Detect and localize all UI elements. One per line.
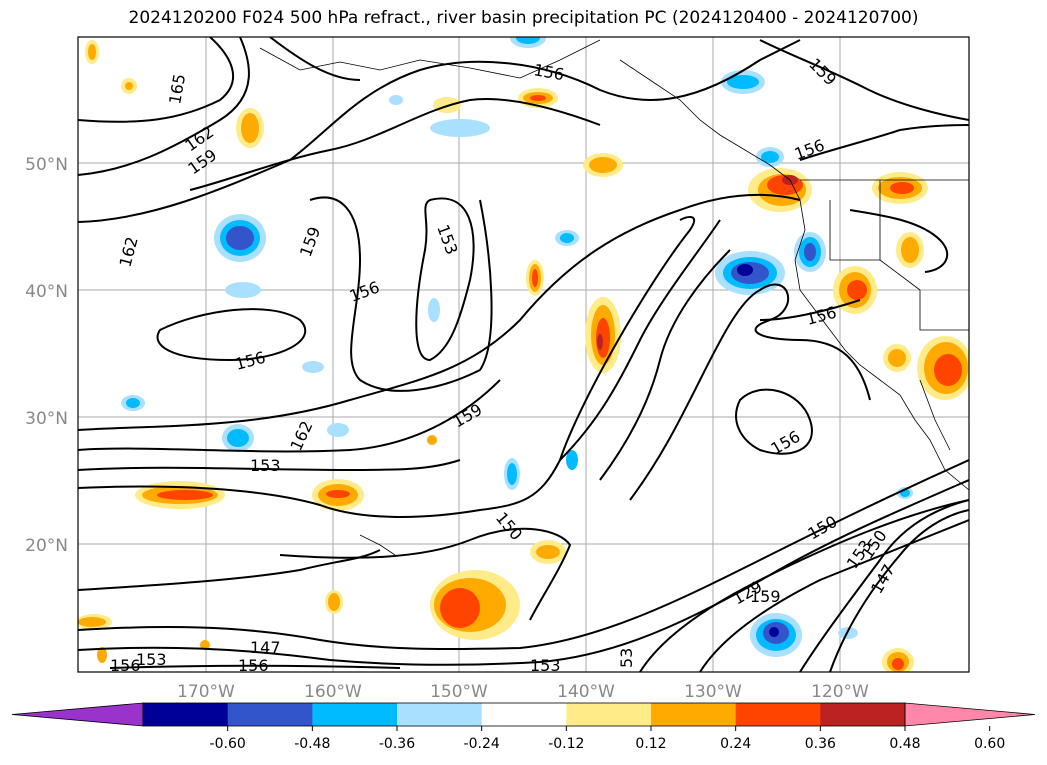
colorbar-segment (820, 703, 906, 726)
colorbar-segment (735, 703, 821, 726)
colorbar: -0.60 -0.48 -0.36 -0.24 -0.12 0.12 0.24 0.36 0.4… (11, 702, 1036, 752)
colorbar-frame (142, 702, 906, 727)
map-panel (78, 37, 969, 672)
colorbar-tick-label: -0.60 (210, 736, 246, 752)
lat-label: 50°N (25, 155, 68, 175)
lon-label: 150°W (430, 682, 488, 702)
colorbar-segment (227, 703, 313, 726)
contour-label: 53 (617, 648, 636, 668)
colorbar-segment (651, 703, 737, 726)
contour-label: 153 (250, 456, 281, 475)
colorbar-extend-max (904, 702, 1036, 727)
colorbar-tick-label: 0.48 (889, 736, 920, 752)
contour-label: 159 (750, 587, 781, 606)
colorbar-segment (312, 703, 398, 726)
contour-label: 147 (250, 638, 281, 657)
map-title: 2024120200 F024 500 hPa refract., river … (128, 8, 919, 28)
colorbar-tick-label: -0.48 (294, 736, 330, 752)
colorbar-tick-label: 0.36 (805, 736, 836, 752)
contour-label: 156 (110, 656, 141, 675)
contour-label: 156 (238, 656, 269, 675)
precipitation-anomaly-shading (78, 37, 969, 672)
lon-label: 130°W (684, 682, 742, 702)
lon-label: 120°W (811, 682, 869, 702)
lon-label: 170°W (177, 682, 235, 702)
map-frame (77, 36, 970, 673)
colorbar-segment (481, 703, 567, 726)
contour-label: 153 (530, 656, 561, 675)
lon-label: 140°W (557, 682, 615, 702)
latitude-labels: 50°N 40°N 30°N 20°N (25, 155, 68, 556)
colorbar-tick-label: -0.36 (379, 736, 415, 752)
colorbar-segment (143, 703, 229, 726)
colorbar-tick-label: 0.60 (974, 736, 1005, 752)
colorbar-extend-min (11, 702, 144, 727)
colorbar-tick-label: 0.24 (720, 736, 751, 752)
colorbar-tick-label: 0.12 (635, 736, 666, 752)
refractivity-contours (78, 37, 969, 672)
colorbar-tick-label: -0.24 (464, 736, 500, 752)
longitude-labels: 170°W 160°W 150°W 140°W 130°W 120°W (177, 682, 869, 702)
lat-label: 30°N (25, 409, 68, 429)
colorbar-tick-label: -0.12 (548, 736, 584, 752)
contour-label: 153 (136, 650, 167, 669)
lat-label: 40°N (25, 282, 68, 302)
colorbar-segment (397, 703, 483, 726)
colorbar-segment (566, 703, 652, 726)
lon-label: 160°W (304, 682, 362, 702)
gridlines (78, 37, 969, 672)
lat-label: 20°N (25, 536, 68, 556)
